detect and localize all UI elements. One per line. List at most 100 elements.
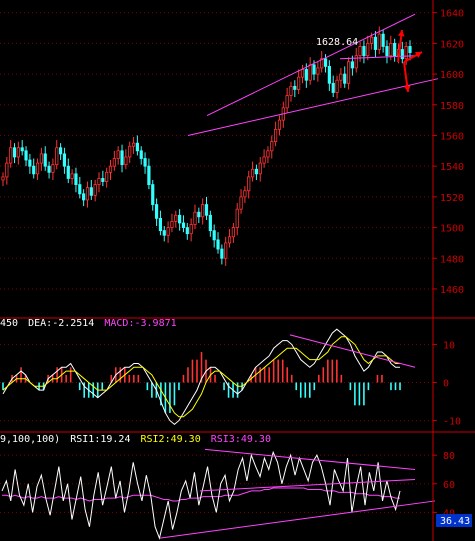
candle-body <box>147 165 151 185</box>
candle-body <box>135 142 139 152</box>
candle-body <box>162 230 166 236</box>
candle-body <box>151 184 155 205</box>
candle-body <box>66 165 70 179</box>
price-tick-label: 1560 <box>440 131 464 142</box>
candle-body <box>227 236 232 244</box>
candle-body <box>116 150 120 159</box>
price-tick-label: 1580 <box>440 101 464 112</box>
candle-body <box>16 147 20 158</box>
candle-body <box>366 42 370 57</box>
candle-body <box>343 73 347 84</box>
candle-body <box>170 221 174 228</box>
candle-body <box>293 85 297 90</box>
rsi-legend-prefix: 9,100,100) <box>0 434 60 445</box>
price-tick-label: 1500 <box>440 224 464 235</box>
candle-body <box>166 227 170 236</box>
price-tick-label: 1620 <box>440 39 464 50</box>
candle-body <box>51 164 55 173</box>
rsi-current-badge <box>436 514 472 527</box>
price-tick-label: 1460 <box>440 285 464 296</box>
candle-body <box>312 64 316 75</box>
price-tick-label: 1600 <box>440 70 464 81</box>
macd-tick-label: -10 <box>443 417 461 428</box>
candle-body <box>9 147 13 164</box>
candle-body <box>85 187 90 201</box>
candle-body <box>289 85 293 96</box>
candle-body <box>389 42 393 57</box>
macd-dea-value: -2.2514 <box>52 318 94 329</box>
candle-body <box>212 230 216 241</box>
candle-body <box>35 162 40 175</box>
candle-body <box>358 46 362 57</box>
candle-body <box>120 150 124 166</box>
candle-body <box>350 61 355 69</box>
candle-body <box>70 173 74 179</box>
candle-body <box>393 42 397 57</box>
candle-body <box>250 168 255 178</box>
candle-body <box>97 178 101 185</box>
candle-body <box>258 162 262 175</box>
candle-body <box>262 156 266 164</box>
candle-body <box>270 141 274 152</box>
candle-body <box>105 171 109 182</box>
candle-body <box>362 46 366 57</box>
candle-body <box>101 178 105 182</box>
candle-body <box>58 147 63 155</box>
macd-legend: 450 DEA:-2.2514 MACD:-3.9871 <box>0 318 177 329</box>
candle-body <box>78 184 82 195</box>
price-tick-label: 1540 <box>440 162 464 173</box>
candle-body <box>335 79 339 93</box>
price-tick-label: 1480 <box>440 254 464 265</box>
candle-body <box>32 165 36 175</box>
candle-body <box>327 66 331 84</box>
rsi-fast-line <box>1 450 401 540</box>
candle-body <box>62 153 67 167</box>
candle-body <box>304 69 308 81</box>
candle-body <box>373 36 378 50</box>
candle-body <box>274 128 278 143</box>
rsi1-value: 19.24 <box>100 434 130 445</box>
upper-trendline <box>206 13 416 116</box>
candle-body <box>20 147 24 152</box>
candle-body <box>108 165 113 173</box>
grid <box>0 12 433 513</box>
candle-body <box>277 119 282 130</box>
candle-body <box>93 184 97 196</box>
candle-body <box>208 214 212 232</box>
rsi3-value: 49.30 <box>241 434 271 445</box>
macd-legend-prefix: 450 <box>0 318 18 329</box>
candle-body <box>39 153 43 164</box>
candle-body <box>381 33 385 47</box>
candle-body <box>197 211 201 218</box>
macd-diff-line <box>2 328 400 426</box>
candle-body <box>204 204 209 216</box>
rsi-mid-trendline <box>199 478 416 492</box>
candle-body <box>1 176 5 181</box>
candle-body <box>339 73 343 81</box>
rsi-panel <box>1 448 436 540</box>
price-panel <box>1 13 439 266</box>
candle-body <box>131 142 136 147</box>
candle-body <box>323 58 328 67</box>
arrow-up-head <box>397 30 405 37</box>
candle-body <box>254 168 259 175</box>
rsi-tick-label: 40 <box>443 508 455 519</box>
rsi-lower-trendline <box>159 500 436 539</box>
arrow-right-head <box>415 52 422 58</box>
peak-annotation: 1628.64 <box>316 37 358 48</box>
candle-body <box>404 46 408 60</box>
candle-body <box>178 214 182 224</box>
candle-body <box>300 69 305 78</box>
candle-body <box>331 82 335 93</box>
rsi2-value: 49.30 <box>171 434 201 445</box>
candle-body <box>408 46 412 53</box>
rsi-tick-label: 80 <box>443 451 455 462</box>
price-tick-label: 1640 <box>440 9 464 20</box>
candle-body <box>185 227 189 235</box>
candle-body <box>139 150 143 159</box>
lower-trendline <box>187 78 439 136</box>
candle-body <box>346 61 351 84</box>
candle-body <box>174 214 178 222</box>
